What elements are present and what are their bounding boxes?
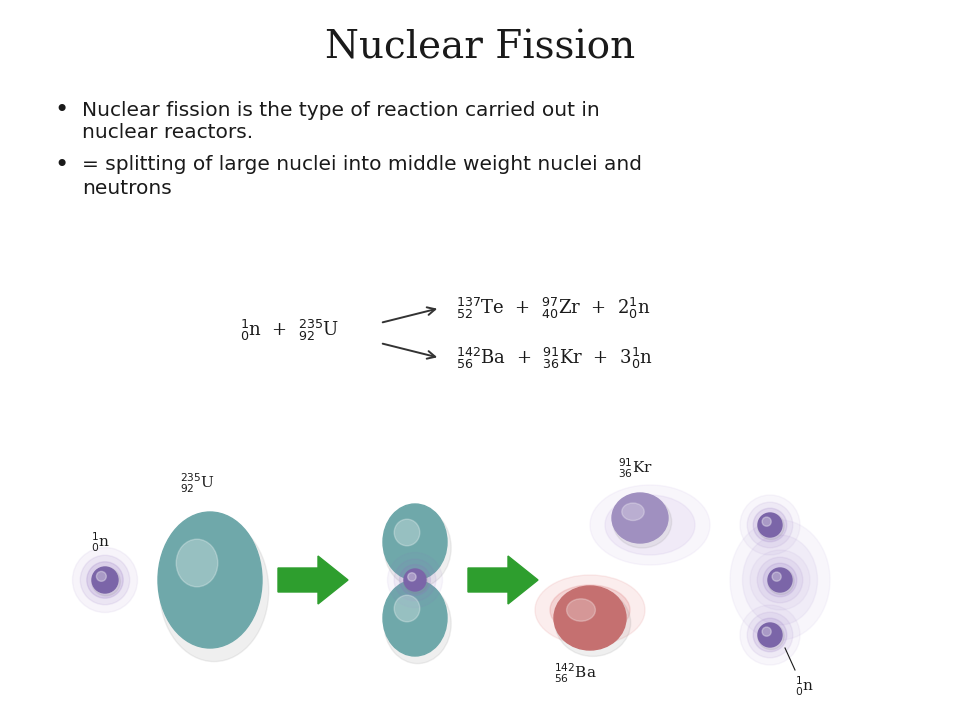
Circle shape [757, 557, 803, 603]
Text: nuclear reactors.: nuclear reactors. [82, 124, 253, 143]
Text: $^{1}_{0}$n: $^{1}_{0}$n [795, 675, 814, 698]
Ellipse shape [384, 584, 451, 664]
Circle shape [404, 569, 426, 591]
Ellipse shape [177, 539, 218, 587]
Circle shape [768, 568, 792, 592]
Ellipse shape [395, 595, 420, 622]
Circle shape [404, 570, 428, 593]
Text: Nuclear fission is the type of reaction carried out in: Nuclear fission is the type of reaction … [82, 101, 600, 120]
Ellipse shape [383, 580, 447, 656]
Ellipse shape [612, 493, 668, 543]
Polygon shape [278, 556, 348, 604]
Circle shape [395, 559, 436, 601]
Circle shape [399, 564, 430, 595]
Ellipse shape [554, 586, 626, 650]
Ellipse shape [535, 575, 645, 645]
Text: $^{142}_{56}$Ba: $^{142}_{56}$Ba [554, 662, 596, 685]
Ellipse shape [395, 519, 420, 546]
Circle shape [763, 563, 797, 597]
Circle shape [758, 623, 782, 647]
Ellipse shape [622, 503, 644, 521]
Ellipse shape [730, 520, 830, 640]
Circle shape [81, 555, 130, 605]
Circle shape [92, 567, 118, 593]
Ellipse shape [560, 591, 620, 629]
Ellipse shape [742, 535, 818, 625]
Ellipse shape [550, 585, 630, 635]
Circle shape [762, 627, 771, 636]
Circle shape [747, 612, 793, 658]
Circle shape [96, 572, 107, 581]
Circle shape [86, 562, 123, 598]
Polygon shape [468, 556, 538, 604]
Circle shape [750, 550, 810, 610]
Text: $^{1}_{0}$n  +  $^{235}_{92}$U: $^{1}_{0}$n + $^{235}_{92}$U [240, 318, 340, 343]
Circle shape [754, 508, 787, 541]
Circle shape [740, 605, 800, 665]
Circle shape [772, 572, 781, 581]
Text: •: • [55, 98, 69, 122]
Circle shape [388, 552, 443, 608]
Circle shape [758, 513, 782, 537]
Ellipse shape [159, 519, 269, 662]
Ellipse shape [612, 495, 672, 548]
Ellipse shape [555, 589, 631, 657]
Text: $^{235}_{92}$U: $^{235}_{92}$U [180, 472, 216, 495]
Text: Nuclear Fission: Nuclear Fission [324, 30, 636, 66]
Text: neutrons: neutrons [82, 179, 172, 197]
Ellipse shape [158, 512, 262, 648]
Text: $^{1}_{0}$n: $^{1}_{0}$n [90, 531, 109, 554]
Circle shape [92, 567, 120, 596]
Text: = splitting of large nuclei into middle weight nuclei and: = splitting of large nuclei into middle … [82, 156, 642, 174]
Text: $^{137}_{52}$Te  +  $^{97}_{40}$Zr  +  2$^{1}_{0}$n: $^{137}_{52}$Te + $^{97}_{40}$Zr + 2$^{1… [456, 295, 651, 320]
Circle shape [747, 503, 793, 548]
Text: $^{142}_{56}$Ba  +  $^{91}_{36}$Kr  +  3$^{1}_{0}$n: $^{142}_{56}$Ba + $^{91}_{36}$Kr + 3$^{1… [456, 346, 653, 371]
Circle shape [762, 517, 771, 526]
Circle shape [754, 618, 787, 652]
Ellipse shape [566, 599, 595, 621]
Circle shape [740, 495, 800, 555]
Circle shape [408, 572, 416, 581]
Ellipse shape [605, 495, 695, 555]
Circle shape [73, 547, 137, 613]
Circle shape [768, 568, 794, 595]
Circle shape [757, 624, 784, 649]
Ellipse shape [590, 485, 710, 565]
Ellipse shape [384, 508, 451, 588]
Circle shape [757, 513, 784, 540]
Text: •: • [55, 153, 69, 177]
Text: $^{91}_{36}$Kr: $^{91}_{36}$Kr [617, 456, 653, 480]
Ellipse shape [383, 504, 447, 580]
